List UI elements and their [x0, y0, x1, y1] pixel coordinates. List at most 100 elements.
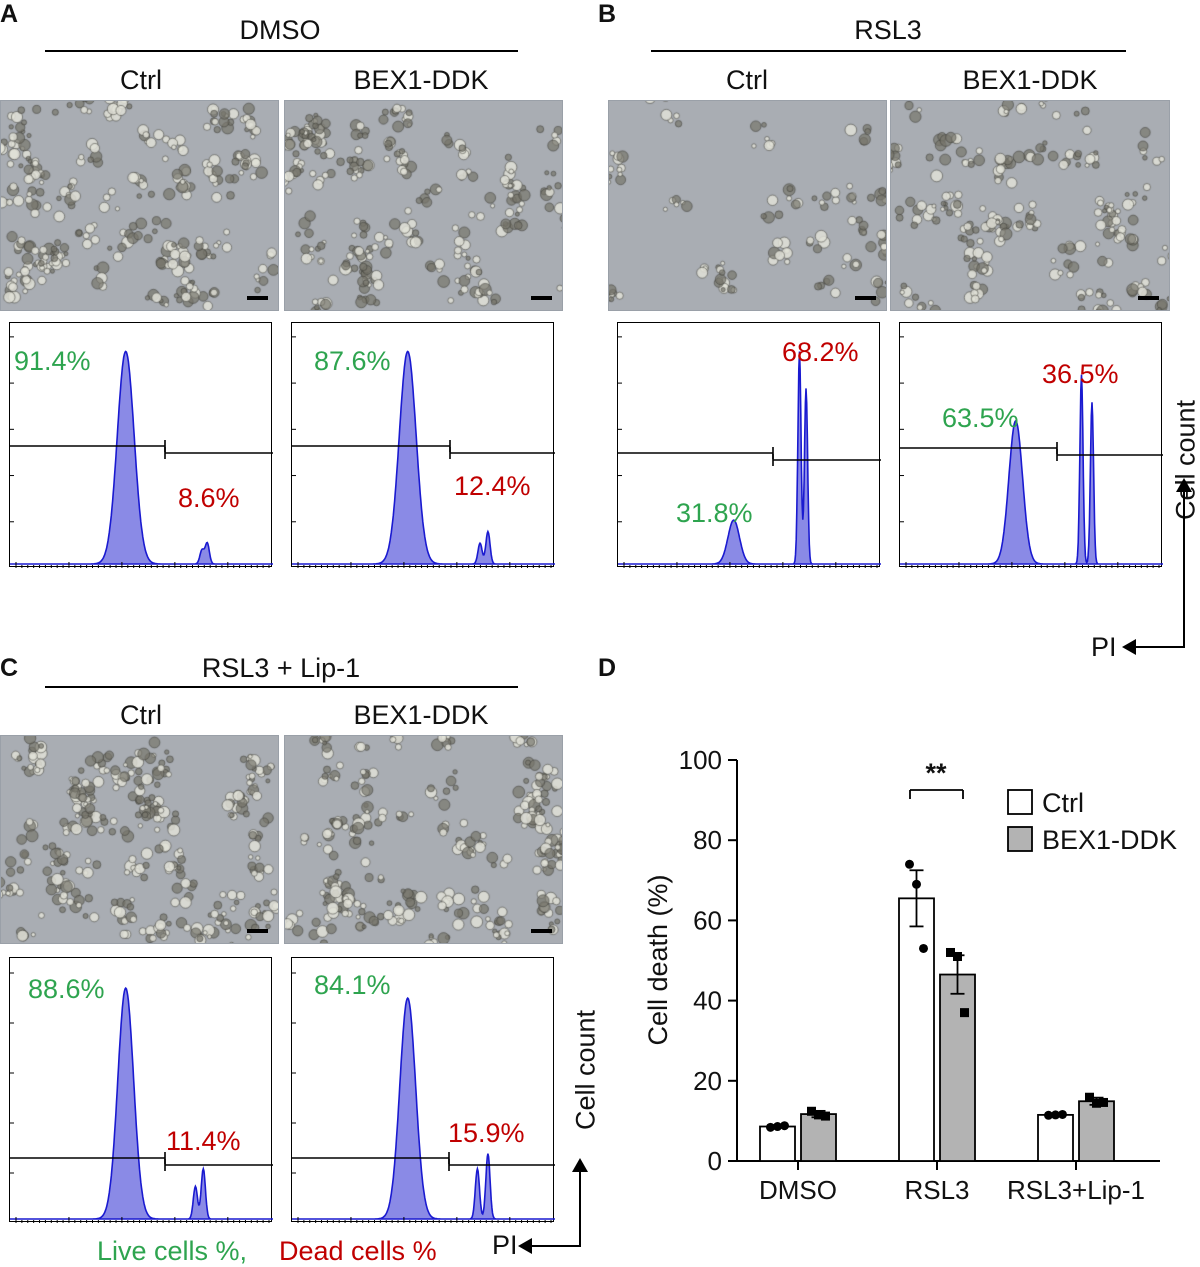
y-axis-label: Cell death (%) — [643, 874, 673, 1045]
panel-b-ctrl-flow-plot — [618, 336, 881, 568]
panel-b-bex-micrograph-image — [891, 101, 1169, 310]
y-tick-label: 80 — [693, 825, 722, 855]
bar-bex1-ddk — [800, 1113, 837, 1162]
panel-c-bex-label: BEX1-DDK — [353, 700, 489, 730]
panel-b-treatment-rule — [651, 50, 1126, 52]
bar-bex1-ddk — [939, 973, 976, 1162]
panel-c-cell-count-label: Cell count — [570, 1009, 601, 1131]
panel-c-ctrl-flow-plot — [10, 972, 273, 1223]
y-tick-label: 20 — [693, 1066, 722, 1096]
panel-c-letter: C — [0, 654, 19, 682]
x-tick-label: RSL3 — [904, 1175, 969, 1205]
panel-b-pi-label: PI — [1091, 632, 1117, 662]
panel-a-bex-micrograph-image — [285, 101, 562, 310]
panel-c-x-arrow-head — [518, 1238, 532, 1254]
data-point — [807, 1106, 816, 1116]
data-point — [1099, 1097, 1108, 1107]
panel-b-x-arrow-line — [1132, 646, 1185, 648]
panel-a-bex-flow-plot — [292, 336, 555, 568]
x-tick-label: RSL3+Lip-1 — [1007, 1175, 1145, 1205]
panel-b-ctrl-flow-dead-percent: 68.2% — [782, 337, 859, 367]
panel-c-ctrl-micrograph — [0, 735, 279, 944]
panel-b-ctrl-label: Ctrl — [726, 65, 768, 95]
panel-c-bex-flow-histogram-fill — [292, 996, 555, 1220]
panel-b-bex-label: BEX1-DDK — [962, 65, 1098, 95]
panel-b-ctrl-flow: 31.8% 68.2% — [617, 322, 881, 568]
panel-b-y-arrow-line — [1183, 490, 1185, 648]
panel-c-y-arrow-head — [572, 1158, 588, 1172]
panel-a-ctrl-micrograph-image — [1, 101, 278, 310]
panel-c-bex-flow: 84.1% 15.9% — [291, 957, 555, 1223]
panel-c-pi-label: PI — [492, 1230, 518, 1260]
x-tick-label: DMSO — [759, 1175, 837, 1205]
y-tick-label: 40 — [693, 986, 722, 1016]
panel-a-bex-flow-dead-percent: 12.4% — [454, 471, 531, 501]
panel-c-treatment: RSL3 + Lip-1 — [201, 653, 361, 683]
data-point — [946, 947, 955, 957]
panel-a-bex-flow-histogram-fill — [292, 350, 555, 565]
panel-c-treatment-rule — [45, 686, 518, 688]
panel-b-bex-micrograph — [890, 100, 1170, 311]
data-point — [780, 1121, 789, 1131]
panel-b-cell-count-label: Cell count — [1170, 399, 1200, 521]
panel-a-ctrl-flow-dead-percent: 8.6% — [178, 483, 240, 513]
data-point — [1044, 1110, 1053, 1120]
panel-a-ctrl-label: Ctrl — [120, 65, 162, 95]
caption-dead: Dead cells % — [279, 1236, 437, 1266]
y-tick-label: 0 — [708, 1146, 722, 1176]
panel-b-ctrl-flow-histogram-fill — [618, 351, 881, 565]
panel-b-bex-flow-histogram-fill — [900, 374, 1163, 565]
panel-c-ctrl-flow-live-percent: 88.6% — [28, 974, 105, 1004]
panel-b-bex-micrograph-scale-bar — [1138, 296, 1159, 300]
panel-a-bex-micrograph-scale-bar — [531, 296, 552, 300]
legend-swatch-bex1-ddk — [1007, 826, 1033, 852]
panel-b-bex-flow-dead-percent: 36.5% — [1042, 359, 1119, 389]
bar-ctrl — [1037, 1113, 1074, 1162]
panel-b-ctrl-micrograph — [608, 100, 887, 311]
panel-a-ctrl-flow-histogram-fill — [10, 350, 273, 565]
panel-c-bex-micrograph — [284, 735, 563, 944]
panel-b-ctrl-micrograph-image — [609, 101, 886, 310]
data-point — [814, 1110, 823, 1120]
panel-c-ctrl-micrograph-image — [1, 736, 278, 943]
y-tick-label: 100 — [679, 745, 722, 775]
data-point — [766, 1122, 775, 1132]
legend-swatch-ctrl — [1007, 789, 1033, 815]
caption-live: Live cells %, — [97, 1236, 248, 1266]
panel-c-ctrl-flow-dead-percent: 11.4% — [166, 1126, 241, 1156]
significance-label: ** — [925, 758, 947, 788]
panel-c-bex-flow-dead-percent: 15.9% — [448, 1118, 525, 1148]
panel-a-treatment: DMSO — [239, 15, 321, 45]
data-point — [919, 943, 928, 953]
panel-b-bex-flow-plot — [900, 336, 1163, 568]
panel-c-bex-micrograph-scale-bar — [531, 929, 552, 933]
data-point — [912, 879, 921, 889]
bar-ctrl — [759, 1125, 796, 1162]
bar-ctrl — [898, 897, 935, 1162]
panel-b-ctrl-flow-live-percent: 31.8% — [676, 498, 753, 528]
panel-a-bex-flow-live-percent: 87.6% — [314, 346, 391, 376]
panel-b-x-arrow-head — [1122, 639, 1136, 655]
panel-c-y-arrow-line — [579, 1170, 581, 1246]
data-point — [1085, 1092, 1094, 1102]
panel-a-bex-flow: 87.6% 12.4% — [291, 322, 555, 568]
legend-label: Ctrl — [1042, 788, 1084, 818]
panel-b-bex-flow: 63.5% 36.5% — [899, 322, 1163, 568]
panel-a-ctrl-micrograph — [0, 100, 279, 311]
panel-b-treatment: RSL3 — [854, 15, 922, 45]
panel-c-ctrl-flow-histogram-fill — [10, 986, 273, 1220]
panel-a-ctrl-flow-plot — [10, 336, 273, 568]
panel-c-ctrl-label: Ctrl — [120, 700, 162, 730]
data-point — [773, 1122, 782, 1132]
panel-b-letter: B — [598, 0, 617, 28]
panel-b-bex-flow-live-percent: 63.5% — [942, 403, 1019, 433]
panel-a-treatment-rule — [45, 50, 518, 52]
panel-a-bex-micrograph — [284, 100, 563, 311]
data-point — [1051, 1110, 1060, 1120]
panel-c-bex-micrograph-image — [285, 736, 562, 943]
panel-d-letter: D — [598, 654, 617, 682]
data-point — [960, 1008, 969, 1018]
legend-label: BEX1-DDK — [1042, 825, 1177, 855]
bar-bex1-ddk — [1078, 1100, 1115, 1162]
y-tick-label: 60 — [693, 905, 722, 935]
